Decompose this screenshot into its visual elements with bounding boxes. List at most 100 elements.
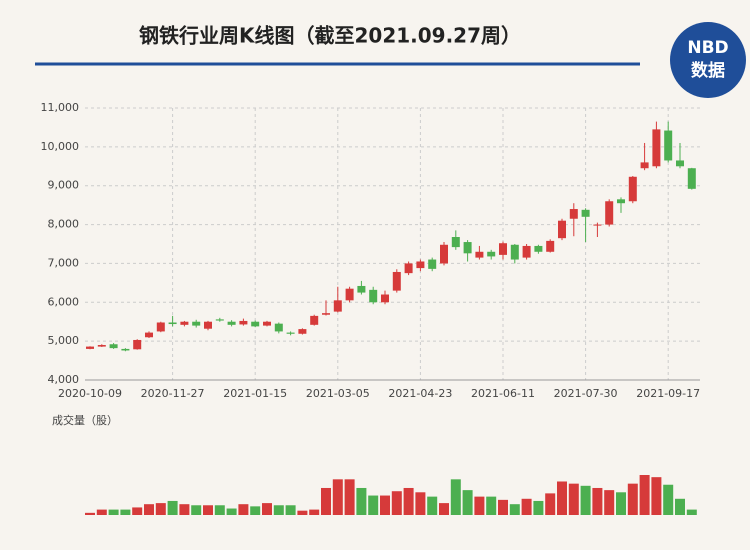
candle-body xyxy=(369,289,378,303)
candle-body xyxy=(133,339,142,350)
candle-body xyxy=(687,168,696,189)
volume-bar xyxy=(450,479,461,515)
candle-body xyxy=(487,251,496,257)
volume-bar xyxy=(686,509,697,515)
volume-bar xyxy=(285,505,296,515)
volume-bar xyxy=(368,495,379,515)
volume-bar xyxy=(474,496,485,515)
y-tick-label: 5,000 xyxy=(48,334,80,347)
volume-bar xyxy=(273,505,284,515)
candle-body xyxy=(121,348,130,351)
volume-bar xyxy=(545,493,556,515)
volume-bar xyxy=(486,496,497,515)
volume-bar xyxy=(344,479,355,515)
x-tick-label: 2021-09-17 xyxy=(636,387,700,400)
candle-body xyxy=(310,315,319,325)
candle-body xyxy=(475,251,484,258)
volume-bar xyxy=(439,503,449,515)
candle-body xyxy=(664,130,673,161)
volume-bar xyxy=(297,510,308,515)
volume-bar xyxy=(427,496,438,515)
x-tick-label: 2020-10-09 xyxy=(58,387,122,400)
volume-bar xyxy=(226,508,237,515)
candle-body xyxy=(581,209,590,217)
volume-bar xyxy=(663,484,674,515)
candle-body xyxy=(156,322,165,332)
volume-bar xyxy=(96,509,107,515)
candle-body xyxy=(109,344,118,349)
candle-body xyxy=(546,240,555,252)
candle-body xyxy=(522,245,531,258)
candle-body xyxy=(628,176,637,202)
volume-bar xyxy=(120,509,131,515)
candle-body xyxy=(227,321,236,325)
candle-body xyxy=(640,162,649,169)
x-tick-label: 2021-01-15 xyxy=(223,387,287,400)
x-tick-label: 2021-07-30 xyxy=(554,387,618,400)
candle-body xyxy=(168,322,177,325)
volume-bar xyxy=(132,507,143,515)
candle-body xyxy=(145,332,153,338)
volume-bar xyxy=(332,479,343,515)
candle-body xyxy=(392,271,401,291)
candle-body xyxy=(440,244,448,264)
volume-bar xyxy=(592,487,603,515)
volume-bar xyxy=(155,503,166,515)
logo-text: NBD xyxy=(687,38,728,58)
volume-bar xyxy=(262,503,272,515)
candle-body xyxy=(404,263,413,274)
candle-body xyxy=(416,261,425,269)
candle-body xyxy=(617,199,625,204)
candle-body xyxy=(86,346,94,349)
volume-bar xyxy=(380,495,390,515)
y-tick-label: 9,000 xyxy=(48,179,80,192)
candle-body xyxy=(652,129,661,167)
volume-bar xyxy=(651,477,662,515)
candle-body xyxy=(558,220,566,239)
volume-bar xyxy=(627,483,638,515)
y-tick-label: 8,000 xyxy=(48,218,80,231)
volume-bar xyxy=(214,505,225,515)
x-tick-label: 2020-11-27 xyxy=(141,387,205,400)
candle-body xyxy=(569,209,578,219)
volume-bar xyxy=(557,481,567,515)
candle-body xyxy=(605,201,614,225)
y-tick-label: 7,000 xyxy=(48,256,80,269)
logo-text: 数据 xyxy=(691,60,725,81)
candle-body xyxy=(510,244,519,260)
x-tick-label: 2021-06-11 xyxy=(471,387,535,400)
candle-body xyxy=(204,321,212,329)
volume-bar xyxy=(321,487,331,515)
logo-badge xyxy=(670,22,746,98)
candle-body xyxy=(215,319,224,321)
volume-label: 成交量（股） xyxy=(52,413,118,427)
candle-body xyxy=(593,224,602,226)
candle-body xyxy=(97,345,106,347)
volume-bar xyxy=(108,509,119,515)
volume-bar xyxy=(179,504,190,515)
candle-body xyxy=(333,300,342,312)
candle-body xyxy=(192,321,201,326)
volume-bar xyxy=(675,498,685,515)
y-tick-label: 4,000 xyxy=(48,373,80,386)
candle-body xyxy=(345,288,354,301)
x-tick-label: 2021-04-23 xyxy=(388,387,452,400)
y-tick-label: 11,000 xyxy=(41,101,80,114)
candle-body xyxy=(463,242,472,254)
chart-title: 钢铁行业周K线图（截至2021.09.27周） xyxy=(139,24,521,48)
candle-body xyxy=(676,160,684,167)
volume-bar xyxy=(580,485,591,515)
candle-body xyxy=(298,329,307,334)
volume-bar xyxy=(144,504,154,515)
volume-bar xyxy=(604,490,615,515)
y-tick-label: 10,000 xyxy=(41,140,80,153)
candle-body xyxy=(381,294,389,303)
candle-body xyxy=(239,320,248,325)
volume-bar xyxy=(415,492,426,515)
volume-bar xyxy=(616,492,626,515)
volume-bar xyxy=(533,500,544,515)
volume-bar xyxy=(498,499,508,515)
candle-body xyxy=(263,321,271,326)
